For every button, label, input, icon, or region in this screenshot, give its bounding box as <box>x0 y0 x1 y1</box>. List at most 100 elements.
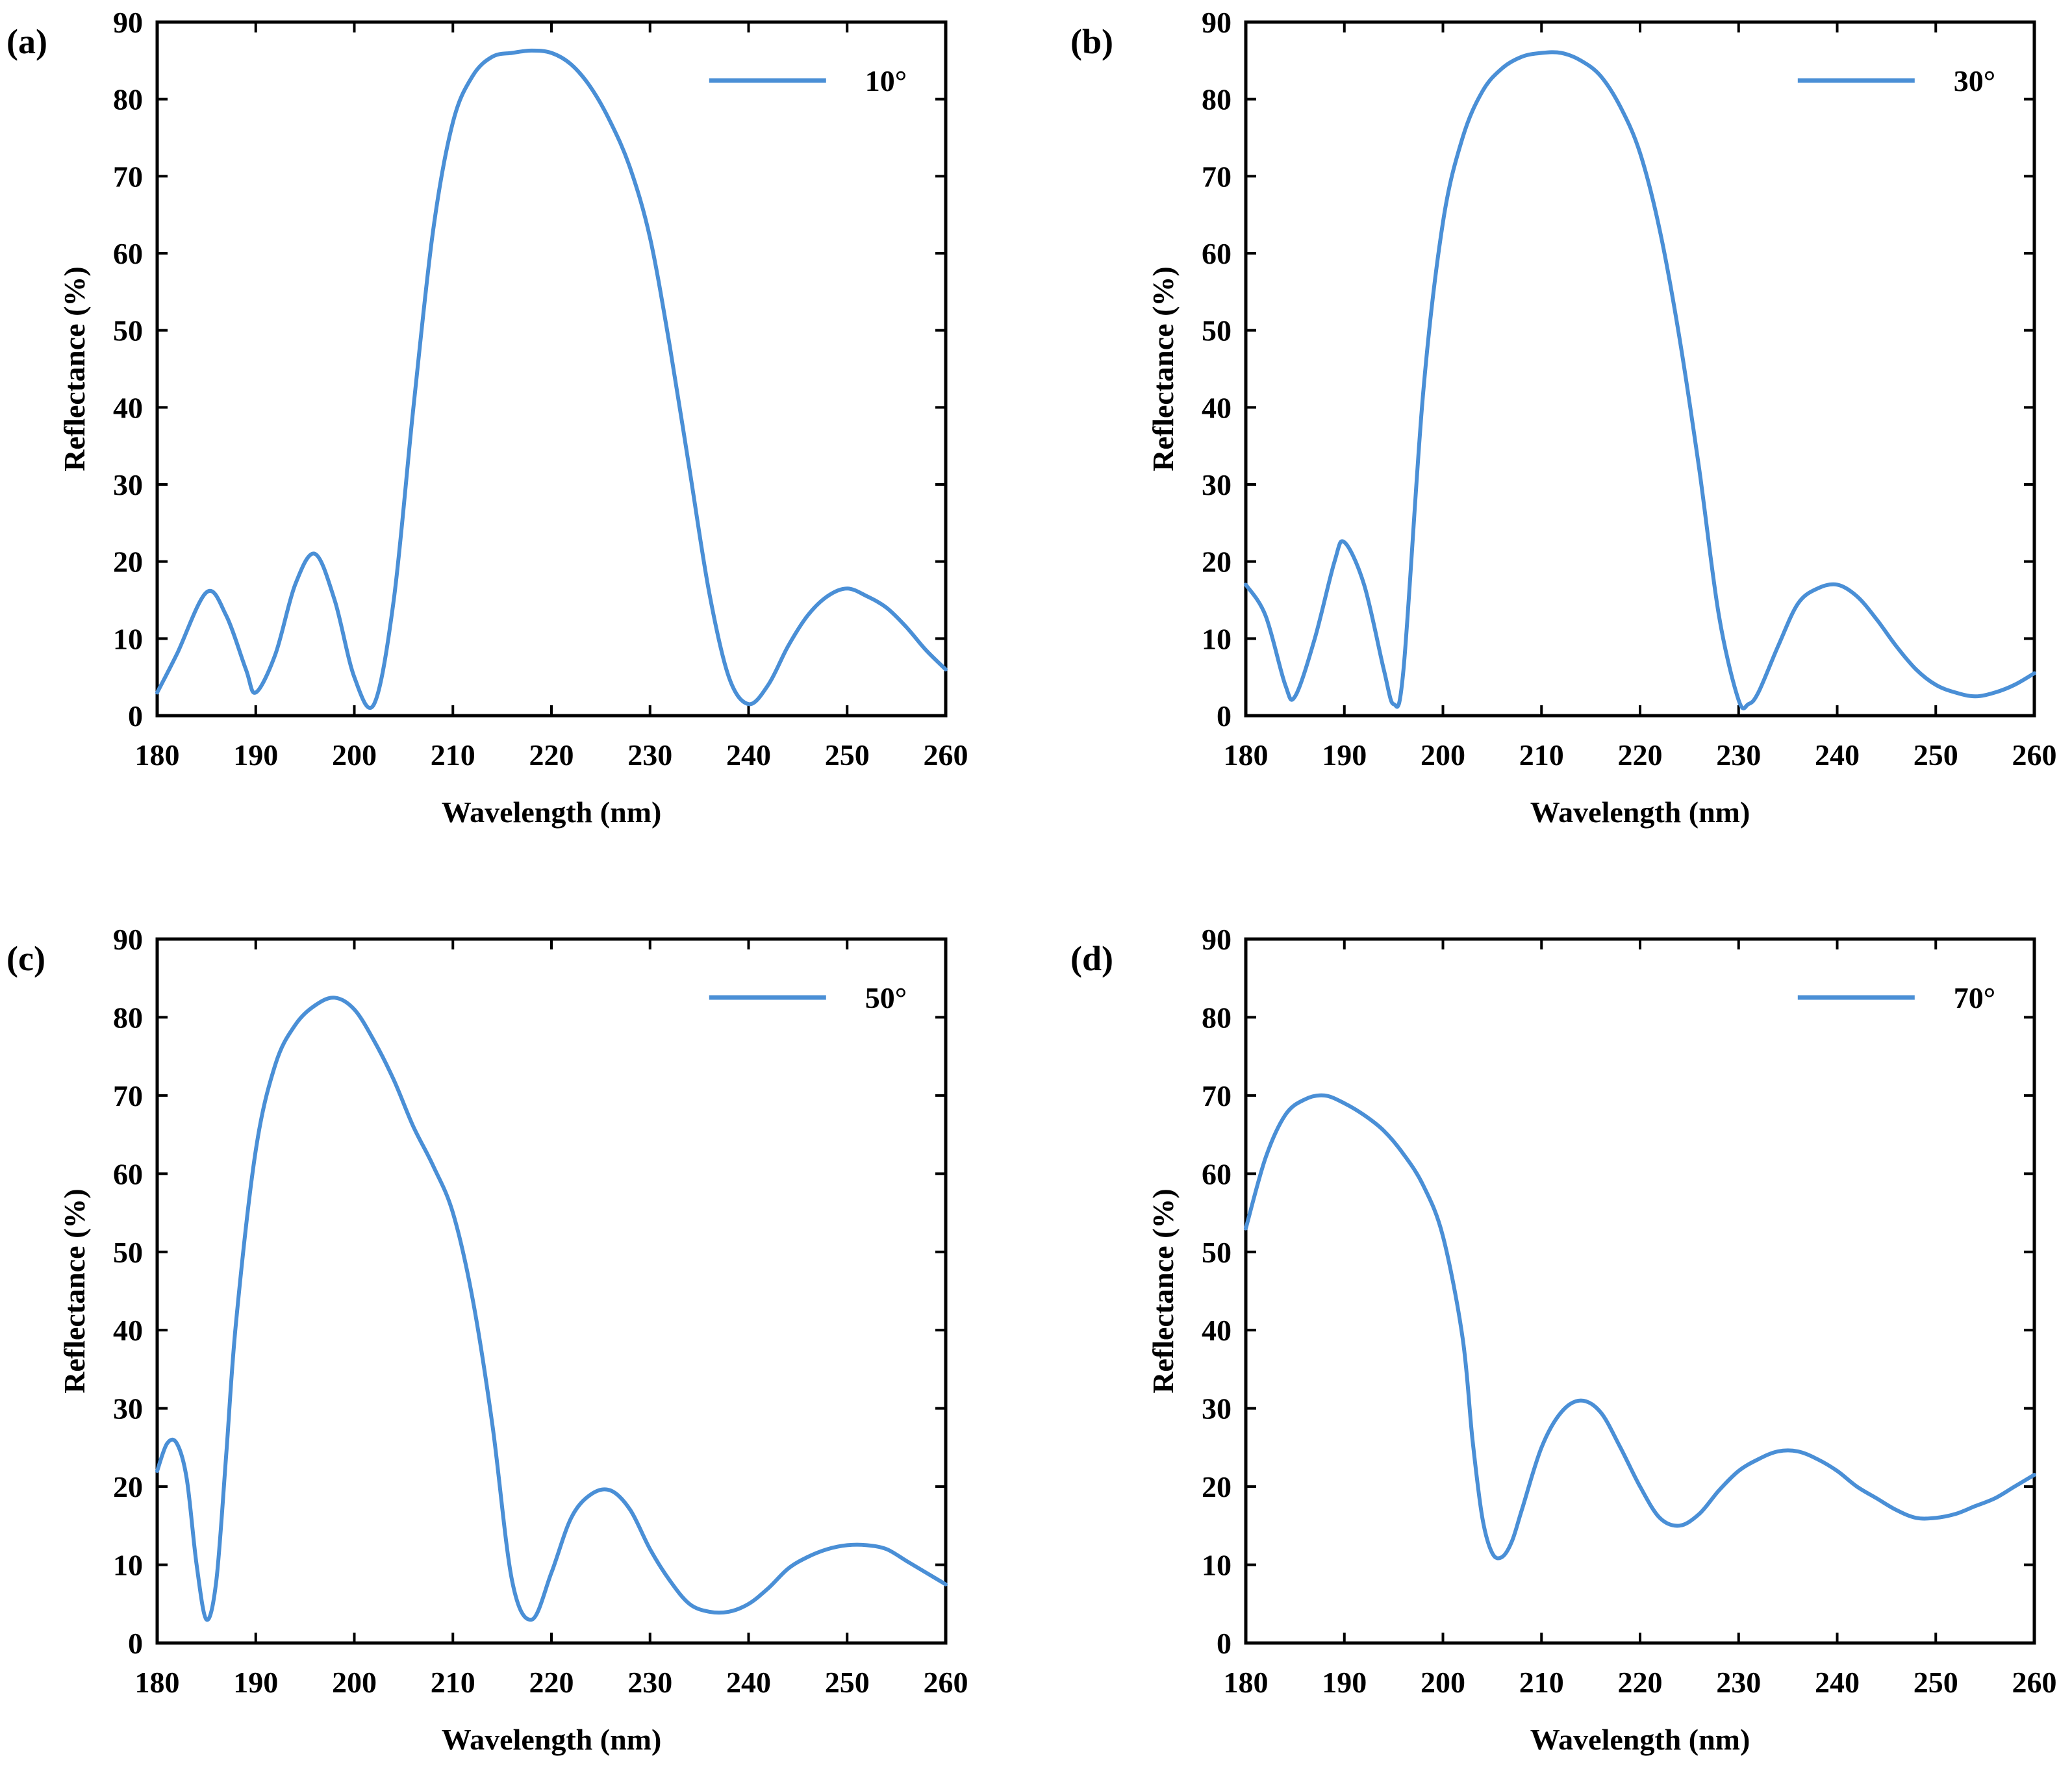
x-axis-title: Wavelength (nm) <box>1530 796 1750 829</box>
x-tick-label: 230 <box>627 1666 672 1699</box>
chart-panel-2: (c) 180 190 200 210 220 230 240 250 260 0 10 20 30 40 5… <box>6 923 968 1756</box>
y-tick-label: 20 <box>113 1470 143 1503</box>
y-tick-label: 50 <box>1202 314 1232 347</box>
y-tick-label: 10 <box>113 1549 143 1582</box>
y-tick-label: 80 <box>113 83 143 116</box>
y-tick-label: 90 <box>113 923 143 956</box>
x-tick-label: 240 <box>1815 1666 1860 1699</box>
x-tick-label: 250 <box>825 738 870 772</box>
y-tick-label: 70 <box>1202 1079 1232 1112</box>
x-tick-label: 240 <box>726 738 771 772</box>
x-tick-label: 200 <box>1421 1666 1465 1699</box>
y-axis-title: Reflectance (%) <box>58 266 91 471</box>
y-tick-label: 10 <box>113 622 143 655</box>
legend-label: 30° <box>1954 64 1995 97</box>
legend-label: 50° <box>865 981 907 1014</box>
y-tick-label: 0 <box>128 699 143 733</box>
x-tick-label: 200 <box>332 1666 377 1699</box>
plot-frame <box>155 20 948 718</box>
x-tick-label: 260 <box>2012 738 2057 772</box>
x-tick-label: 190 <box>233 738 278 772</box>
x-tick-label: 210 <box>1519 1666 1564 1699</box>
y-tick-label: 20 <box>1202 546 1232 579</box>
x-tick-label: 230 <box>1716 1666 1761 1699</box>
y-tick-label: 90 <box>1202 6 1232 39</box>
plot-frame <box>155 937 948 1645</box>
x-tick-label: 210 <box>431 1666 475 1699</box>
panel-label: (a) <box>6 22 47 61</box>
chart-panel-0: (a) 180 190 200 210 220 230 240 250 260 0 10 20 30 40 5… <box>6 6 968 829</box>
x-tick-label: 220 <box>529 1666 574 1699</box>
panel-label: (c) <box>6 939 45 978</box>
series-line <box>155 996 948 1622</box>
y-tick-label: 30 <box>1202 468 1232 501</box>
series-line <box>1244 50 2036 710</box>
x-tick-label: 220 <box>1618 1666 1663 1699</box>
y-tick-label: 60 <box>113 237 143 270</box>
x-tick-label: 180 <box>1224 738 1269 772</box>
y-tick-label: 0 <box>1217 1627 1232 1660</box>
x-tick-label: 250 <box>1914 738 1958 772</box>
legend-label: 70° <box>1954 981 1995 1014</box>
x-tick-label: 190 <box>233 1666 278 1699</box>
x-tick-label: 190 <box>1322 1666 1367 1699</box>
y-tick-label: 60 <box>1202 237 1232 270</box>
y-tick-label: 30 <box>113 1392 143 1425</box>
y-axis-title: Reflectance (%) <box>1146 1188 1180 1393</box>
y-tick-label: 80 <box>1202 1001 1232 1034</box>
x-tick-label: 220 <box>529 738 574 772</box>
x-tick-label: 220 <box>1618 738 1663 772</box>
x-tick-label: 180 <box>1224 1666 1269 1699</box>
y-tick-label: 90 <box>113 6 143 39</box>
panel-label: (b) <box>1070 22 1113 61</box>
y-tick-label: 0 <box>1217 699 1232 733</box>
y-tick-label: 40 <box>113 391 143 424</box>
y-tick-label: 60 <box>1202 1157 1232 1190</box>
y-tick-label: 70 <box>113 1079 143 1112</box>
y-tick-label: 80 <box>1202 83 1232 116</box>
y-tick-label: 70 <box>113 160 143 193</box>
x-tick-label: 210 <box>431 738 475 772</box>
y-tick-label: 0 <box>128 1627 143 1660</box>
x-tick-label: 180 <box>135 738 180 772</box>
y-tick-label: 50 <box>113 314 143 347</box>
y-tick-label: 50 <box>1202 1236 1232 1269</box>
legend-label: 10° <box>865 64 907 97</box>
y-tick-label: 90 <box>1202 923 1232 956</box>
series-line <box>155 48 948 710</box>
y-tick-label: 40 <box>1202 1314 1232 1347</box>
chart-panel-1: (b) 180 190 200 210 220 230 240 250 260 0 10 20 30 40 5… <box>1070 6 2057 829</box>
y-tick-label: 60 <box>113 1157 143 1190</box>
x-tick-label: 200 <box>1421 738 1465 772</box>
y-tick-label: 30 <box>1202 1392 1232 1425</box>
y-tick-label: 50 <box>113 1236 143 1269</box>
x-tick-label: 240 <box>726 1666 771 1699</box>
x-tick-label: 200 <box>332 738 377 772</box>
y-tick-label: 80 <box>113 1001 143 1034</box>
x-tick-label: 210 <box>1519 738 1564 772</box>
x-tick-label: 180 <box>135 1666 180 1699</box>
chart-panel-3: (d) 180 190 200 210 220 230 240 250 260 0 10 20 30 40 5… <box>1070 923 2057 1756</box>
x-axis-title: Wavelength (nm) <box>442 796 662 829</box>
panel-label: (d) <box>1070 939 1113 978</box>
y-tick-label: 20 <box>113 546 143 579</box>
y-tick-label: 30 <box>113 468 143 501</box>
x-tick-label: 190 <box>1322 738 1367 772</box>
x-tick-label: 260 <box>924 1666 968 1699</box>
y-tick-label: 40 <box>1202 391 1232 424</box>
y-tick-label: 40 <box>113 1314 143 1347</box>
x-tick-label: 230 <box>1716 738 1761 772</box>
y-tick-label: 10 <box>1202 622 1232 655</box>
x-tick-label: 260 <box>924 738 968 772</box>
y-axis-title: Reflectance (%) <box>1146 266 1180 471</box>
y-tick-label: 10 <box>1202 1549 1232 1582</box>
x-tick-label: 250 <box>1914 1666 1958 1699</box>
x-axis-title: Wavelength (nm) <box>1530 1723 1750 1756</box>
y-tick-label: 20 <box>1202 1470 1232 1503</box>
x-tick-label: 250 <box>825 1666 870 1699</box>
x-tick-label: 230 <box>627 738 672 772</box>
series-line <box>1244 1093 2036 1561</box>
x-tick-label: 260 <box>2012 1666 2057 1699</box>
plot-frame <box>1244 937 2036 1645</box>
